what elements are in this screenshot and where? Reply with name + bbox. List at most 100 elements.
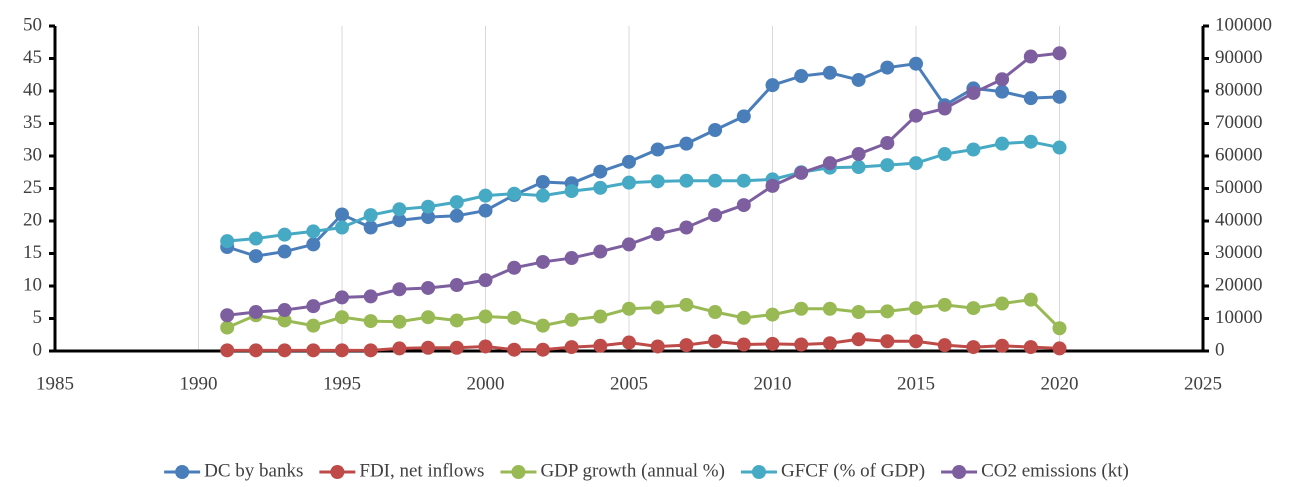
marker	[1052, 140, 1067, 155]
series-line	[226, 298, 1061, 330]
marker	[535, 342, 550, 357]
legend-label: GDP growth (annual %)	[540, 460, 725, 481]
marker	[966, 301, 981, 316]
marker	[507, 260, 522, 275]
marker	[1052, 341, 1067, 356]
marker	[507, 342, 522, 357]
marker	[909, 156, 923, 171]
marker	[1052, 321, 1067, 336]
marker	[478, 188, 493, 203]
marker	[335, 220, 349, 235]
marker	[708, 334, 723, 349]
legend-marker	[330, 465, 345, 479]
y-tick-label: 40	[23, 79, 42, 100]
marker	[765, 307, 780, 322]
y2-tick-label: 80000	[1215, 79, 1263, 100]
marker	[593, 180, 608, 195]
y-tick-label: 0	[33, 339, 43, 360]
y2-tick-label: 70000	[1215, 112, 1263, 133]
y-tick-label: 20	[23, 209, 42, 230]
marker	[306, 224, 321, 239]
y-tick-label: 45	[23, 47, 42, 68]
marker	[593, 338, 608, 353]
marker	[679, 173, 694, 188]
x-tick-label: 2005	[610, 373, 648, 394]
marker	[535, 188, 550, 203]
marker	[306, 343, 321, 358]
marker	[277, 303, 292, 318]
marker	[909, 334, 923, 349]
marker	[937, 101, 952, 116]
legend-marker	[751, 465, 766, 479]
marker	[966, 142, 981, 157]
marker	[708, 208, 723, 223]
marker	[564, 340, 579, 355]
marker	[392, 213, 407, 228]
marker	[449, 278, 464, 293]
marker	[248, 343, 263, 358]
marker	[765, 78, 780, 93]
marker	[1023, 91, 1038, 106]
y-tick-label: 30	[23, 144, 42, 165]
legend-marker	[511, 465, 526, 479]
marker	[220, 234, 235, 249]
y2-tick-label: 10000	[1215, 307, 1263, 328]
marker	[564, 184, 579, 199]
marker	[449, 195, 464, 210]
y2-tick-label: 90000	[1215, 47, 1263, 68]
marker	[880, 304, 895, 319]
marker	[363, 220, 378, 235]
marker	[966, 340, 981, 355]
marker	[765, 178, 780, 193]
marker	[1023, 49, 1038, 64]
marker	[363, 208, 378, 223]
x-tick-label: 1985	[36, 373, 74, 394]
marker	[851, 160, 866, 175]
marker	[851, 332, 866, 347]
y2-tick-label: 60000	[1215, 144, 1263, 165]
marker	[1052, 46, 1067, 61]
marker	[937, 297, 952, 312]
x-tick-label: 2000	[467, 373, 505, 394]
x-tick-label: 1990	[180, 373, 218, 394]
marker	[392, 282, 407, 297]
marker	[335, 343, 349, 358]
marker	[679, 220, 694, 235]
marker	[822, 65, 837, 80]
marker	[306, 318, 321, 333]
marker	[650, 227, 665, 241]
marker	[421, 340, 436, 355]
y-tick-label: 5	[33, 307, 43, 328]
marker	[937, 147, 952, 162]
marker	[622, 237, 636, 252]
marker	[363, 343, 378, 358]
marker	[306, 237, 321, 252]
marker	[736, 109, 751, 124]
marker	[880, 60, 895, 75]
marker	[220, 308, 235, 323]
marker	[622, 154, 636, 169]
marker	[335, 310, 349, 325]
y-tick-label: 35	[23, 112, 42, 133]
marker	[679, 297, 694, 312]
marker	[277, 227, 292, 242]
marker	[708, 173, 723, 188]
marker	[736, 173, 751, 188]
marker	[995, 338, 1010, 353]
marker	[220, 320, 235, 335]
x-tick-label: 2010	[754, 373, 792, 394]
marker	[507, 310, 522, 325]
marker	[421, 210, 436, 225]
marker	[679, 136, 694, 151]
marker	[277, 313, 292, 328]
marker	[478, 309, 493, 324]
marker	[650, 339, 665, 354]
y-tick-label: 50	[23, 14, 42, 35]
legend-label: DC by banks	[204, 460, 303, 481]
marker	[736, 198, 751, 213]
marker	[449, 313, 464, 328]
y2-tick-label: 50000	[1215, 177, 1263, 198]
marker	[650, 300, 665, 315]
marker	[335, 290, 349, 305]
